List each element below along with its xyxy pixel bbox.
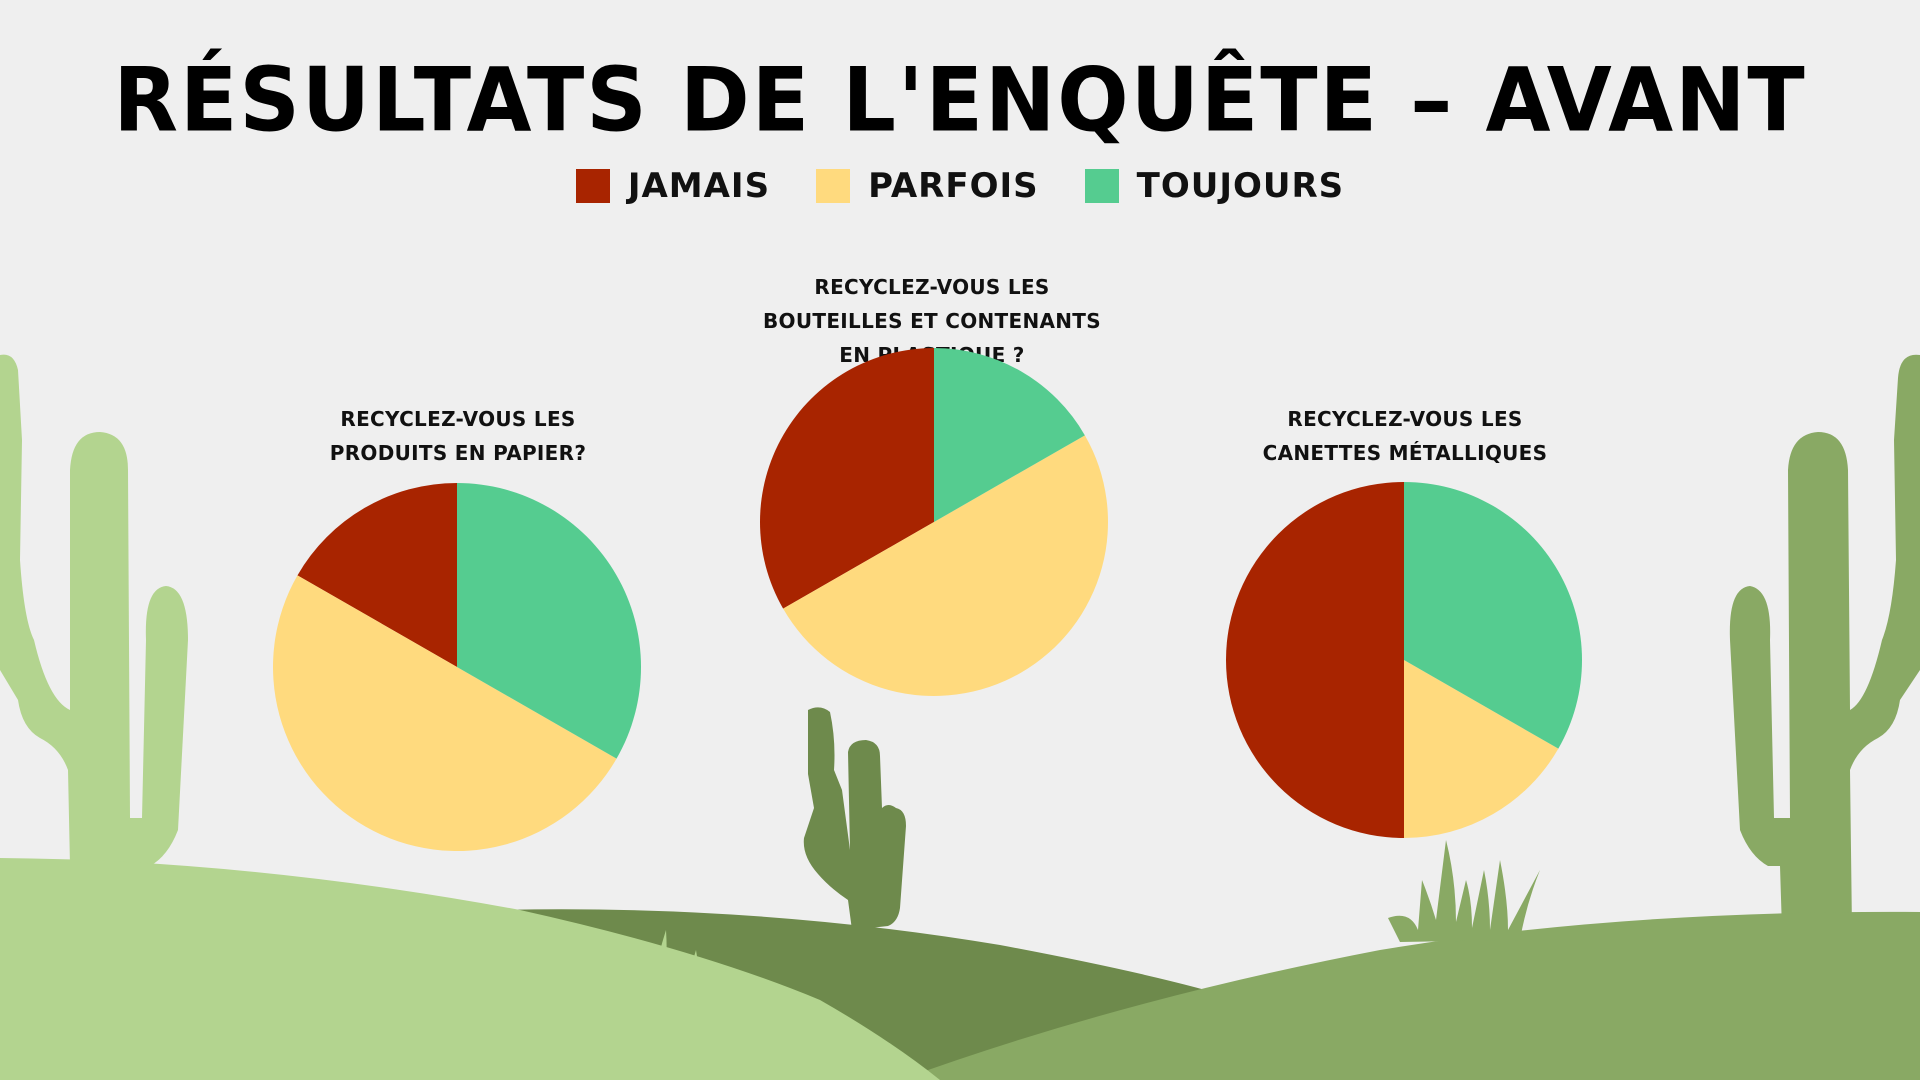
legend-swatch-parfois <box>816 169 851 203</box>
pie-slice-toujours <box>1404 482 1582 749</box>
pie-chart-plastic <box>760 348 1108 696</box>
hill-right-decoration <box>900 911 1920 1080</box>
pie-slice-toujours <box>457 483 641 759</box>
pie-slice-toujours <box>934 348 1085 522</box>
pie-slice-jamais <box>1226 482 1404 838</box>
pie-slice-parfois <box>273 575 617 851</box>
chart-title-cans: RECYCLEZ-VOUS LES CANETTES MÉTALLIQUES <box>1262 407 1548 465</box>
chart-legend: JAMAIS PARFOIS TOUJOURS <box>0 166 1920 206</box>
grass-right-decoration <box>1388 840 1540 942</box>
legend-label-parfois: PARFOIS <box>868 166 1039 206</box>
pie-slice-jamais <box>297 483 457 667</box>
legend-item-parfois: PARFOIS <box>816 166 1039 206</box>
pie-slice-jamais <box>760 348 934 609</box>
legend-item-jamais: JAMAIS <box>575 166 771 206</box>
page-title: RÉSULTATS DE L'ENQUÊTE – AVANT <box>113 48 1807 152</box>
pie-chart-cans <box>1226 482 1582 838</box>
legend-swatch-toujours <box>1084 169 1119 203</box>
legend-label-toujours: TOUJOURS <box>1136 166 1345 206</box>
chart-title-plastic: RECYCLEZ-VOUS LES BOUTEILLES ET CONTENAN… <box>763 275 1101 367</box>
pie-slice-parfois <box>1404 660 1559 838</box>
hill-light-decoration <box>0 858 940 1080</box>
cactus-right-decoration <box>1729 354 1920 930</box>
legend-label-jamais: JAMAIS <box>627 166 771 206</box>
cactus-left-decoration <box>0 354 188 866</box>
legend-item-toujours: TOUJOURS <box>1084 166 1345 206</box>
pie-chart-paper <box>273 483 641 851</box>
chart-title-paper: RECYCLEZ-VOUS LES PRODUITS EN PAPIER? <box>329 407 587 465</box>
legend-swatch-jamais <box>575 169 610 203</box>
cactus-middle-decoration <box>803 707 906 930</box>
pie-slice-parfois <box>783 435 1108 696</box>
